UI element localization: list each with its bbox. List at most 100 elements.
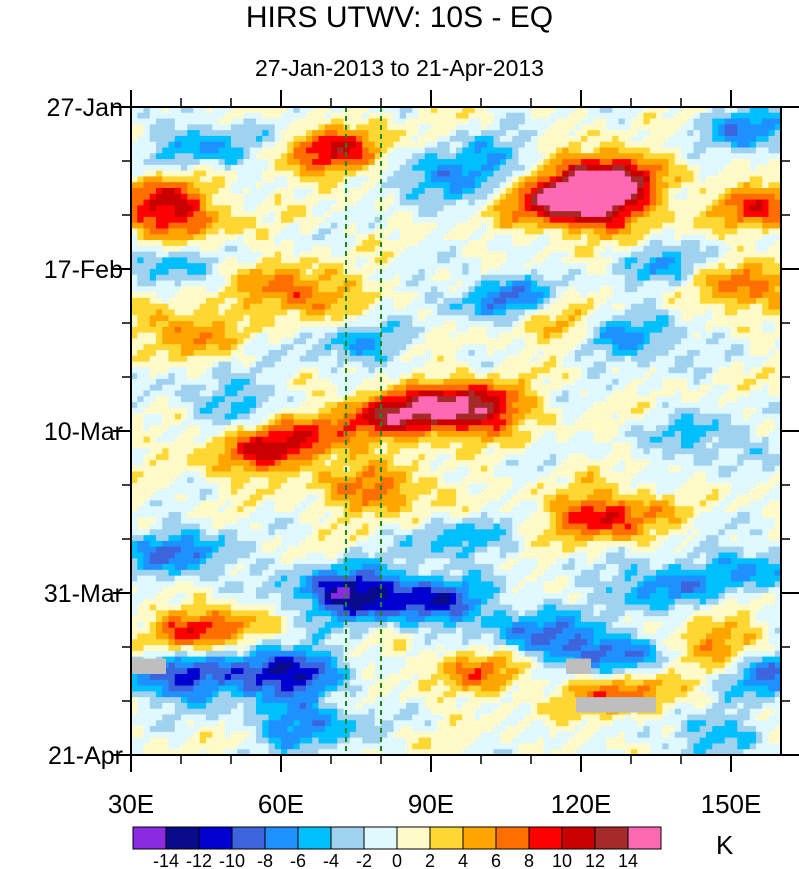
field-cell	[399, 164, 407, 172]
field-cell	[224, 280, 232, 287]
field-cell	[224, 332, 232, 340]
field-cell	[356, 245, 363, 253]
field-cell	[537, 228, 545, 235]
field-cell	[368, 297, 376, 305]
field-cell	[718, 332, 726, 340]
field-cell	[206, 118, 213, 125]
field-cell	[468, 326, 476, 334]
field-cell	[581, 361, 588, 368]
field-cell	[324, 338, 332, 345]
field-cell	[381, 251, 388, 259]
field-cell	[531, 292, 538, 299]
field-cell	[306, 170, 313, 178]
field-cell	[424, 170, 432, 178]
field-cell	[524, 234, 532, 241]
field-cell	[318, 286, 326, 293]
field-cell	[593, 274, 601, 282]
field-cell	[143, 182, 151, 189]
field-cell	[631, 378, 638, 386]
field-cell	[243, 332, 251, 340]
field-cell	[456, 367, 463, 374]
field-cell	[662, 147, 670, 154]
field-cell	[312, 303, 320, 311]
field-cell	[287, 205, 295, 212]
field-cell	[574, 199, 582, 206]
field-cell	[612, 269, 620, 276]
field-cell	[262, 280, 270, 287]
field-cell	[306, 263, 313, 270]
field-cell	[131, 112, 138, 120]
field-cell	[731, 263, 738, 270]
field-cell	[318, 251, 326, 259]
field-cell	[418, 124, 426, 131]
field-cell	[581, 350, 588, 357]
field-cell	[431, 159, 438, 166]
field-cell	[218, 315, 226, 322]
field-cell	[706, 292, 713, 299]
field-cell	[662, 153, 670, 160]
field-cell	[181, 257, 188, 264]
field-cell	[524, 222, 532, 230]
field-cell	[506, 193, 513, 201]
field-cell	[774, 147, 781, 154]
field-cell	[381, 257, 388, 264]
field-cell	[481, 274, 488, 282]
field-cell	[131, 188, 138, 195]
field-cell	[306, 297, 313, 305]
field-cell	[281, 228, 288, 235]
field-cell	[481, 350, 488, 357]
field-cell	[574, 176, 582, 183]
field-cell	[218, 332, 226, 340]
field-cell	[156, 286, 163, 293]
field-cell	[593, 211, 601, 218]
field-cell	[481, 234, 488, 241]
field-cell	[587, 280, 595, 287]
field-cell	[674, 292, 682, 299]
field-cell	[199, 257, 207, 264]
field-cell	[599, 240, 607, 247]
field-cell	[431, 228, 438, 235]
field-cell	[399, 176, 407, 183]
field-cell	[631, 118, 638, 125]
field-cell	[412, 124, 420, 131]
field-cell	[237, 112, 245, 120]
field-cell	[481, 240, 488, 247]
field-cell	[368, 124, 376, 131]
field-cell	[543, 112, 551, 120]
field-cell	[337, 234, 345, 241]
field-cell	[274, 303, 282, 311]
field-cell	[643, 350, 651, 357]
field-cell	[487, 344, 495, 351]
field-cell	[306, 234, 313, 241]
field-cell	[431, 326, 438, 334]
field-cell	[624, 257, 632, 264]
field-cell	[593, 367, 601, 374]
field-cell	[568, 170, 576, 178]
field-cell	[224, 193, 232, 201]
field-cell	[743, 124, 751, 131]
field-cell	[699, 228, 707, 235]
field-cell	[449, 263, 457, 270]
field-cell	[218, 309, 226, 316]
field-cell	[156, 257, 163, 264]
field-cell	[443, 170, 451, 178]
field-cell	[556, 350, 563, 357]
field-cell	[143, 378, 151, 386]
field-cell	[324, 240, 332, 247]
field-cell	[318, 303, 326, 311]
field-cell	[699, 350, 707, 357]
field-cell	[643, 234, 651, 241]
field-cell	[224, 170, 232, 178]
field-cell	[774, 378, 781, 386]
field-cell	[324, 292, 332, 299]
field-cell	[181, 135, 188, 143]
field-cell	[693, 350, 701, 357]
field-cell	[206, 170, 213, 178]
field-cell	[399, 274, 407, 282]
field-cell	[643, 199, 651, 206]
field-cell	[199, 245, 207, 253]
field-cell	[206, 274, 213, 282]
field-cell	[512, 263, 520, 270]
field-cell	[774, 135, 781, 143]
field-cell	[668, 216, 676, 224]
